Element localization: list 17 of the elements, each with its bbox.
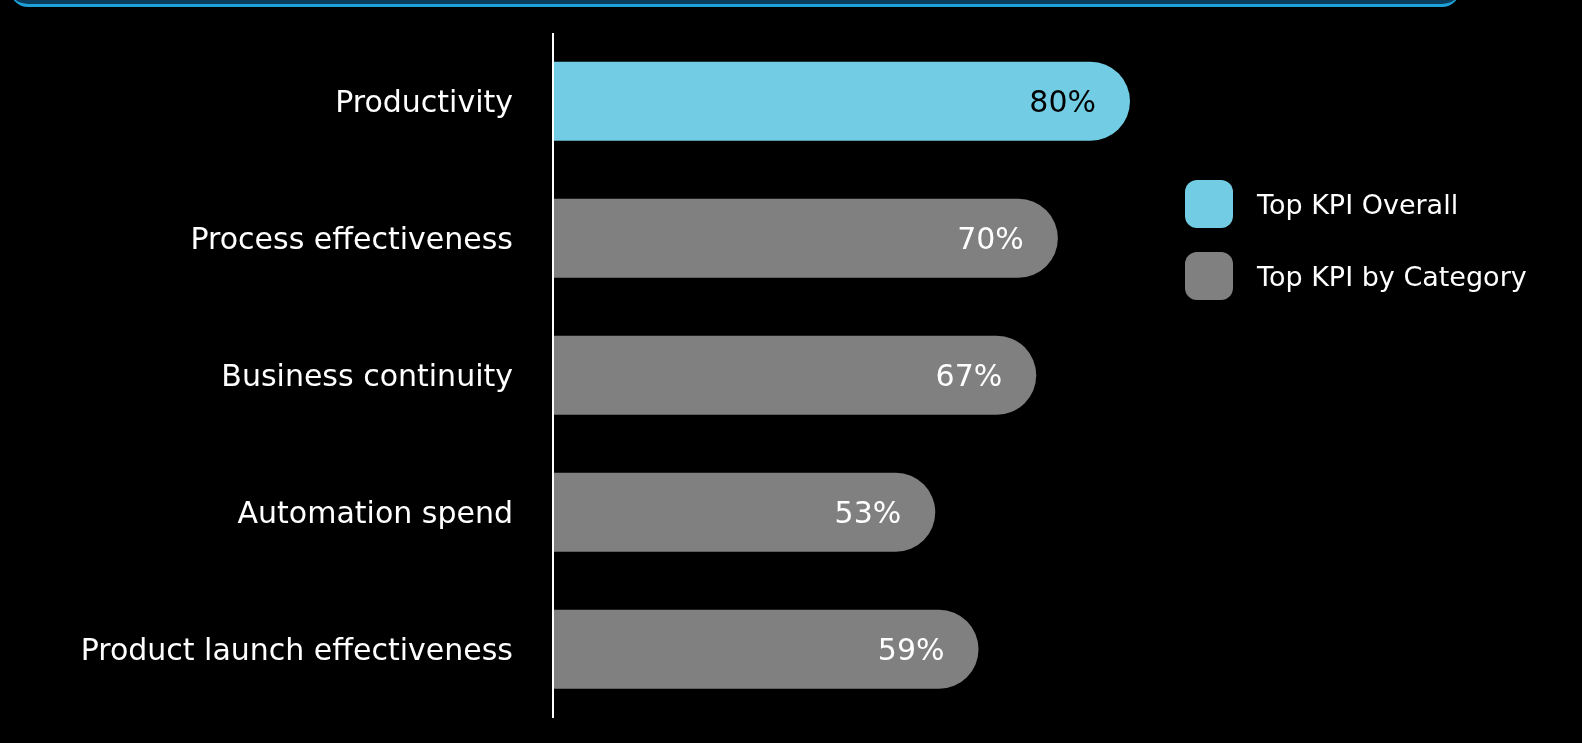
y-tick-label: Automation spend: [237, 495, 513, 531]
y-tick-label: Process effectiveness: [190, 221, 513, 257]
data-label: 67%: [935, 357, 1003, 393]
data-label: 53%: [834, 494, 902, 530]
bar: [553, 472, 936, 552]
data-label: 59%: [877, 631, 945, 667]
bar: [553, 335, 1037, 415]
bar: [553, 61, 1130, 141]
bar: [553, 198, 1058, 278]
y-tick-label: Business continuity: [221, 358, 513, 394]
y-tick-label: Product launch effectiveness: [80, 632, 513, 668]
y-tick-label: Productivity: [335, 84, 513, 120]
legend-label: Top KPI Overall: [1257, 188, 1459, 220]
bar: [553, 609, 979, 689]
data-label: 70%: [957, 220, 1024, 256]
data-label: 80%: [1029, 83, 1096, 119]
legend-label: Top KPI by Category: [1257, 260, 1527, 292]
